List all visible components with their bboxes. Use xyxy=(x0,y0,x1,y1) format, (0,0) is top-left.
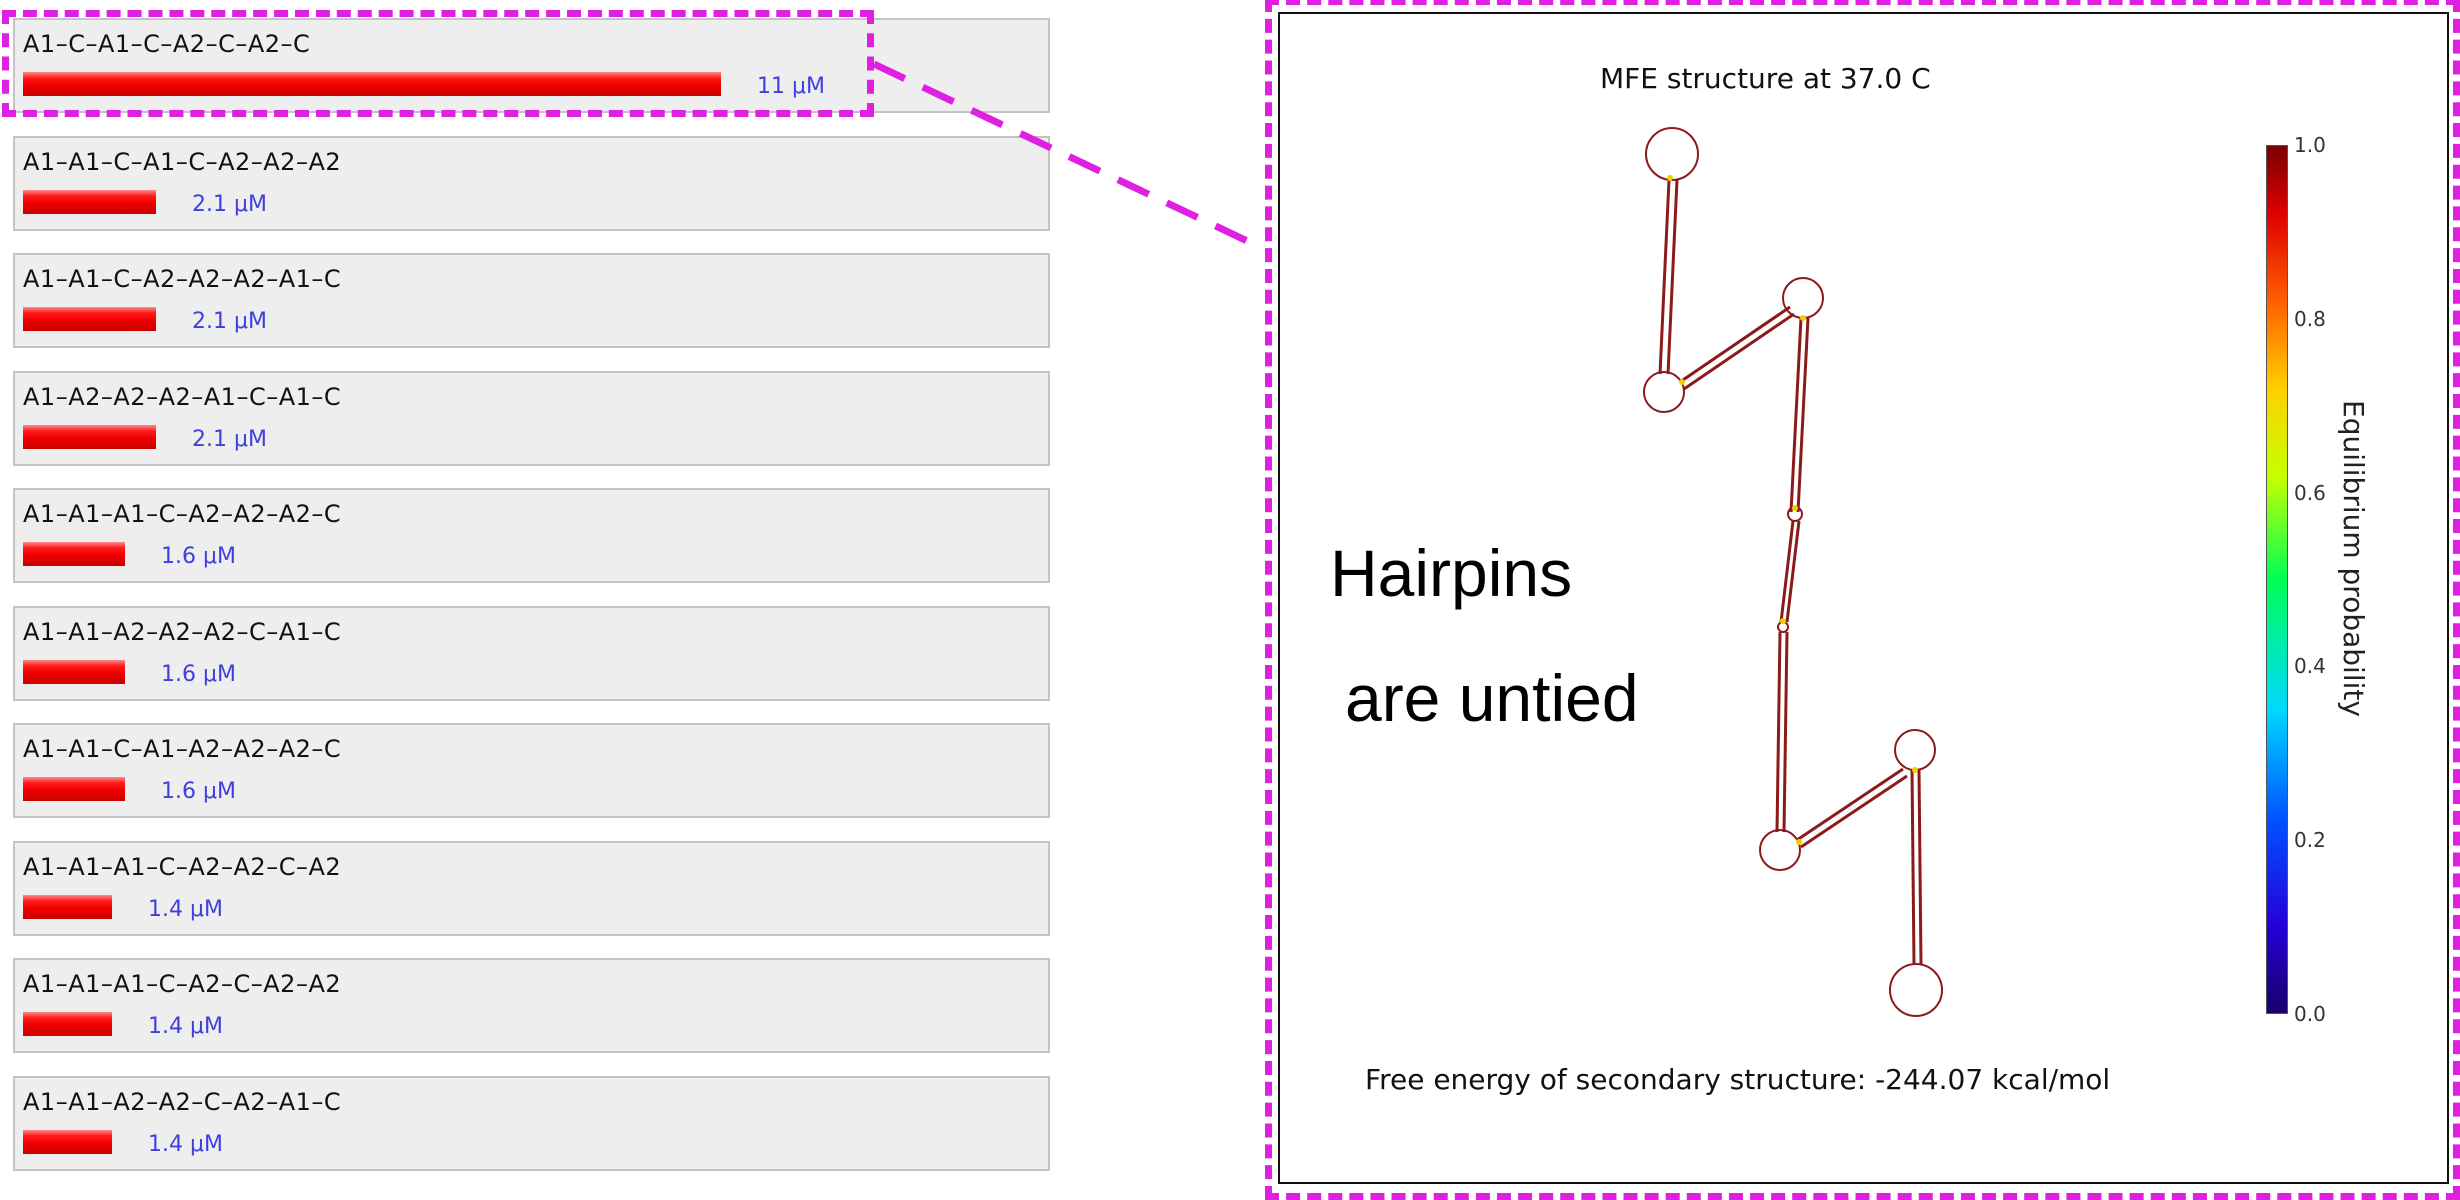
complex-name: A1–A1–C–A1–A2–A2–A2–C xyxy=(23,735,342,763)
complex-name: A1–C–A1–C–A2–C–A2–C xyxy=(23,30,311,58)
complex-name: A1–A1–A1–C–A2–A2–A2–C xyxy=(23,500,342,528)
complex-row[interactable]: A1–A1–A1–C–A2–C–A2–A2 1.4 μM xyxy=(13,958,1050,1053)
concentration-label: 1.6 μM xyxy=(161,779,236,804)
concentration-label: 2.1 μM xyxy=(192,426,267,452)
concentration-label: 1.6 μM xyxy=(161,661,236,687)
colorbar-label: Equilibrium probability xyxy=(2337,400,2370,717)
mfe-structure-title: MFE structure at 37.0 C xyxy=(1600,62,1931,95)
concentration-bar xyxy=(23,1129,112,1154)
complex-row[interactable]: A1–A1–C–A1–C–A2–A2–A2 2.1 μM xyxy=(13,135,1050,231)
complex-name: A1–A1–A1–C–A2–A2–C–A2 xyxy=(23,852,342,881)
complex-name: A1–A1–A2–A2–A2–C–A1–C xyxy=(23,617,342,646)
highlight-box xyxy=(2,10,874,117)
concentration-label: 1.4 μM xyxy=(148,896,223,922)
hairpin-loop-top xyxy=(1645,127,1699,181)
complex-row[interactable]: A1–A1–C–A2–A2–A2–A1–C 2.1 μM xyxy=(13,253,1050,348)
concentration-bar xyxy=(23,777,125,801)
complex-row[interactable]: A1–A1–A1–C–A2–A2–C–A2 1.4 μM xyxy=(13,840,1050,936)
mfe-structure-panel xyxy=(1278,12,2449,1184)
complex-name: A1–A2–A2–A2–A1–C–A1–C xyxy=(23,382,342,411)
detail-highlight-box xyxy=(1265,0,2460,1200)
multiloop-lower xyxy=(1759,829,1801,871)
complex-name: A1–A1–C–A1–C–A2–A2–A2 xyxy=(23,147,342,176)
colorbar-tick: 0.8 xyxy=(2294,306,2326,331)
annotation-line-1: Hairpins xyxy=(1330,536,1573,610)
complex-name: A1–A1–A2–A2–C–A2–A1–C xyxy=(23,1087,342,1116)
concentration-label: 1.6 μM xyxy=(161,544,236,569)
colorbar-tick: 1.0 xyxy=(2294,133,2326,157)
secondary-structure-diagram xyxy=(1643,127,1943,1017)
concentration-label: 1.4 μM xyxy=(148,1131,223,1157)
complex-row[interactable]: A1–A1–A2–A2–A2–C–A1–C 1.6 μM xyxy=(13,605,1050,701)
colorbar-tick: 0.6 xyxy=(2294,480,2326,505)
concentration-bar xyxy=(23,542,125,566)
complex-row[interactable]: A1–A1–A1–C–A2–A2–A2–C 1.6 μM xyxy=(13,488,1050,583)
concentration-bar xyxy=(23,1012,112,1036)
concentration-bar xyxy=(23,424,156,449)
concentration-bar xyxy=(23,189,156,214)
loop-lower-right xyxy=(1894,729,1936,771)
concentration-label: 2.1 μM xyxy=(192,309,267,334)
hairpin-loop-bottom xyxy=(1889,963,1943,1017)
probability-colorbar xyxy=(2266,145,2288,1014)
colorbar-tick: 0.4 xyxy=(2294,654,2326,679)
concentration-bar xyxy=(23,894,112,919)
concentration-bar xyxy=(23,659,125,684)
concentration-bar xyxy=(23,72,721,96)
complex-row[interactable]: A1–A1–C–A1–A2–A2–A2–C 1.6 μM xyxy=(13,723,1050,818)
colorbar-tick: 0.2 xyxy=(2294,828,2326,853)
complex-name: A1–A1–A1–C–A2–C–A2–A2 xyxy=(23,970,342,998)
complex-name: A1–A1–C–A2–A2–A2–A1–C xyxy=(23,265,342,293)
colorbar-tick: 0.0 xyxy=(2294,1002,2326,1026)
concentration-label: 11 μM xyxy=(757,74,825,99)
concentration-label: 1.4 μM xyxy=(148,1014,223,1039)
multiloop-upper xyxy=(1643,371,1685,413)
concentration-bar xyxy=(23,307,156,331)
concentration-label: 2.1 μM xyxy=(192,191,267,217)
annotation-line-2: are untied xyxy=(1345,661,1639,735)
hairpin-loop-upper-right xyxy=(1782,277,1824,319)
complex-row[interactable]: A1–A1–A2–A2–C–A2–A1–C 1.4 μM xyxy=(13,1075,1050,1171)
complex-row[interactable]: A1–A2–A2–A2–A1–C–A1–C 2.1 μM xyxy=(13,370,1050,466)
free-energy-text: Free energy of secondary structure: -244… xyxy=(1365,1063,2111,1096)
